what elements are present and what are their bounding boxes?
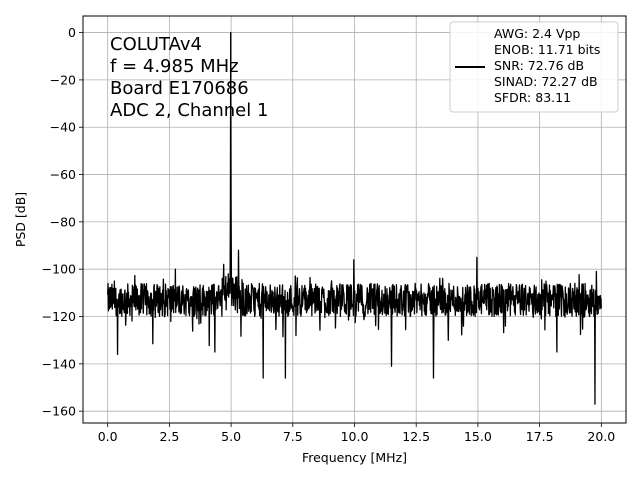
annotation-line-3: Board E170686 xyxy=(110,78,249,99)
y-axis-label: PSD [dB] xyxy=(13,192,28,247)
legend-entry-1: AWG: 2.4 Vpp xyxy=(494,26,580,41)
legend: AWG: 2.4 Vpp ENOB: 11.71 bits SNR: 72.76… xyxy=(449,21,619,113)
y-tick-label: −120 xyxy=(42,309,76,324)
x-tick-label: 0.0 xyxy=(98,429,118,444)
y-tick-label: 0 xyxy=(68,25,76,40)
x-axis-label: Frequency [MHz] xyxy=(302,450,407,465)
x-tick-label: 17.5 xyxy=(526,429,554,444)
x-tick-label: 10.0 xyxy=(341,429,369,444)
y-tick-label: −160 xyxy=(42,404,76,419)
annotation-line-2: f = 4.985 MHz xyxy=(110,56,239,77)
y-tick-label: −80 xyxy=(50,214,76,229)
x-tick-label: 5.0 xyxy=(221,429,241,444)
x-tick-label: 15.0 xyxy=(464,429,492,444)
annotation: COLUTAv4 f = 4.985 MHz Board E170686 ADC… xyxy=(110,34,268,121)
y-tick-label: −100 xyxy=(42,262,76,277)
annotation-line-1: COLUTAv4 xyxy=(110,34,202,55)
x-tick-label: 7.5 xyxy=(283,429,303,444)
legend-entry-3: SNR: 72.76 dB xyxy=(494,58,584,73)
y-tick-label: −40 xyxy=(50,120,76,135)
legend-entry-4: SINAD: 72.27 dB xyxy=(494,74,598,89)
y-tick-label: −140 xyxy=(42,356,76,371)
x-tick-label: 12.5 xyxy=(402,429,430,444)
legend-entry-2: ENOB: 11.71 bits xyxy=(494,42,600,57)
series-layer xyxy=(107,31,602,405)
y-tick-label: −60 xyxy=(50,167,76,182)
grid xyxy=(83,16,626,423)
annotation-line-4: ADC 2, Channel 1 xyxy=(110,100,268,121)
psd-series-line xyxy=(107,31,602,405)
y-tick-label: −20 xyxy=(50,72,76,87)
legend-box xyxy=(449,21,619,113)
ticks: 0.0 2.5 5.0 7.5 10.0 12.5 15.0 17.5 20.0 0 −20 −40 −… xyxy=(42,25,616,444)
legend-entry-5: SFDR: 83.11 xyxy=(494,90,571,105)
x-tick-label: 2.5 xyxy=(159,429,179,444)
x-tick-label: 20.0 xyxy=(587,429,615,444)
